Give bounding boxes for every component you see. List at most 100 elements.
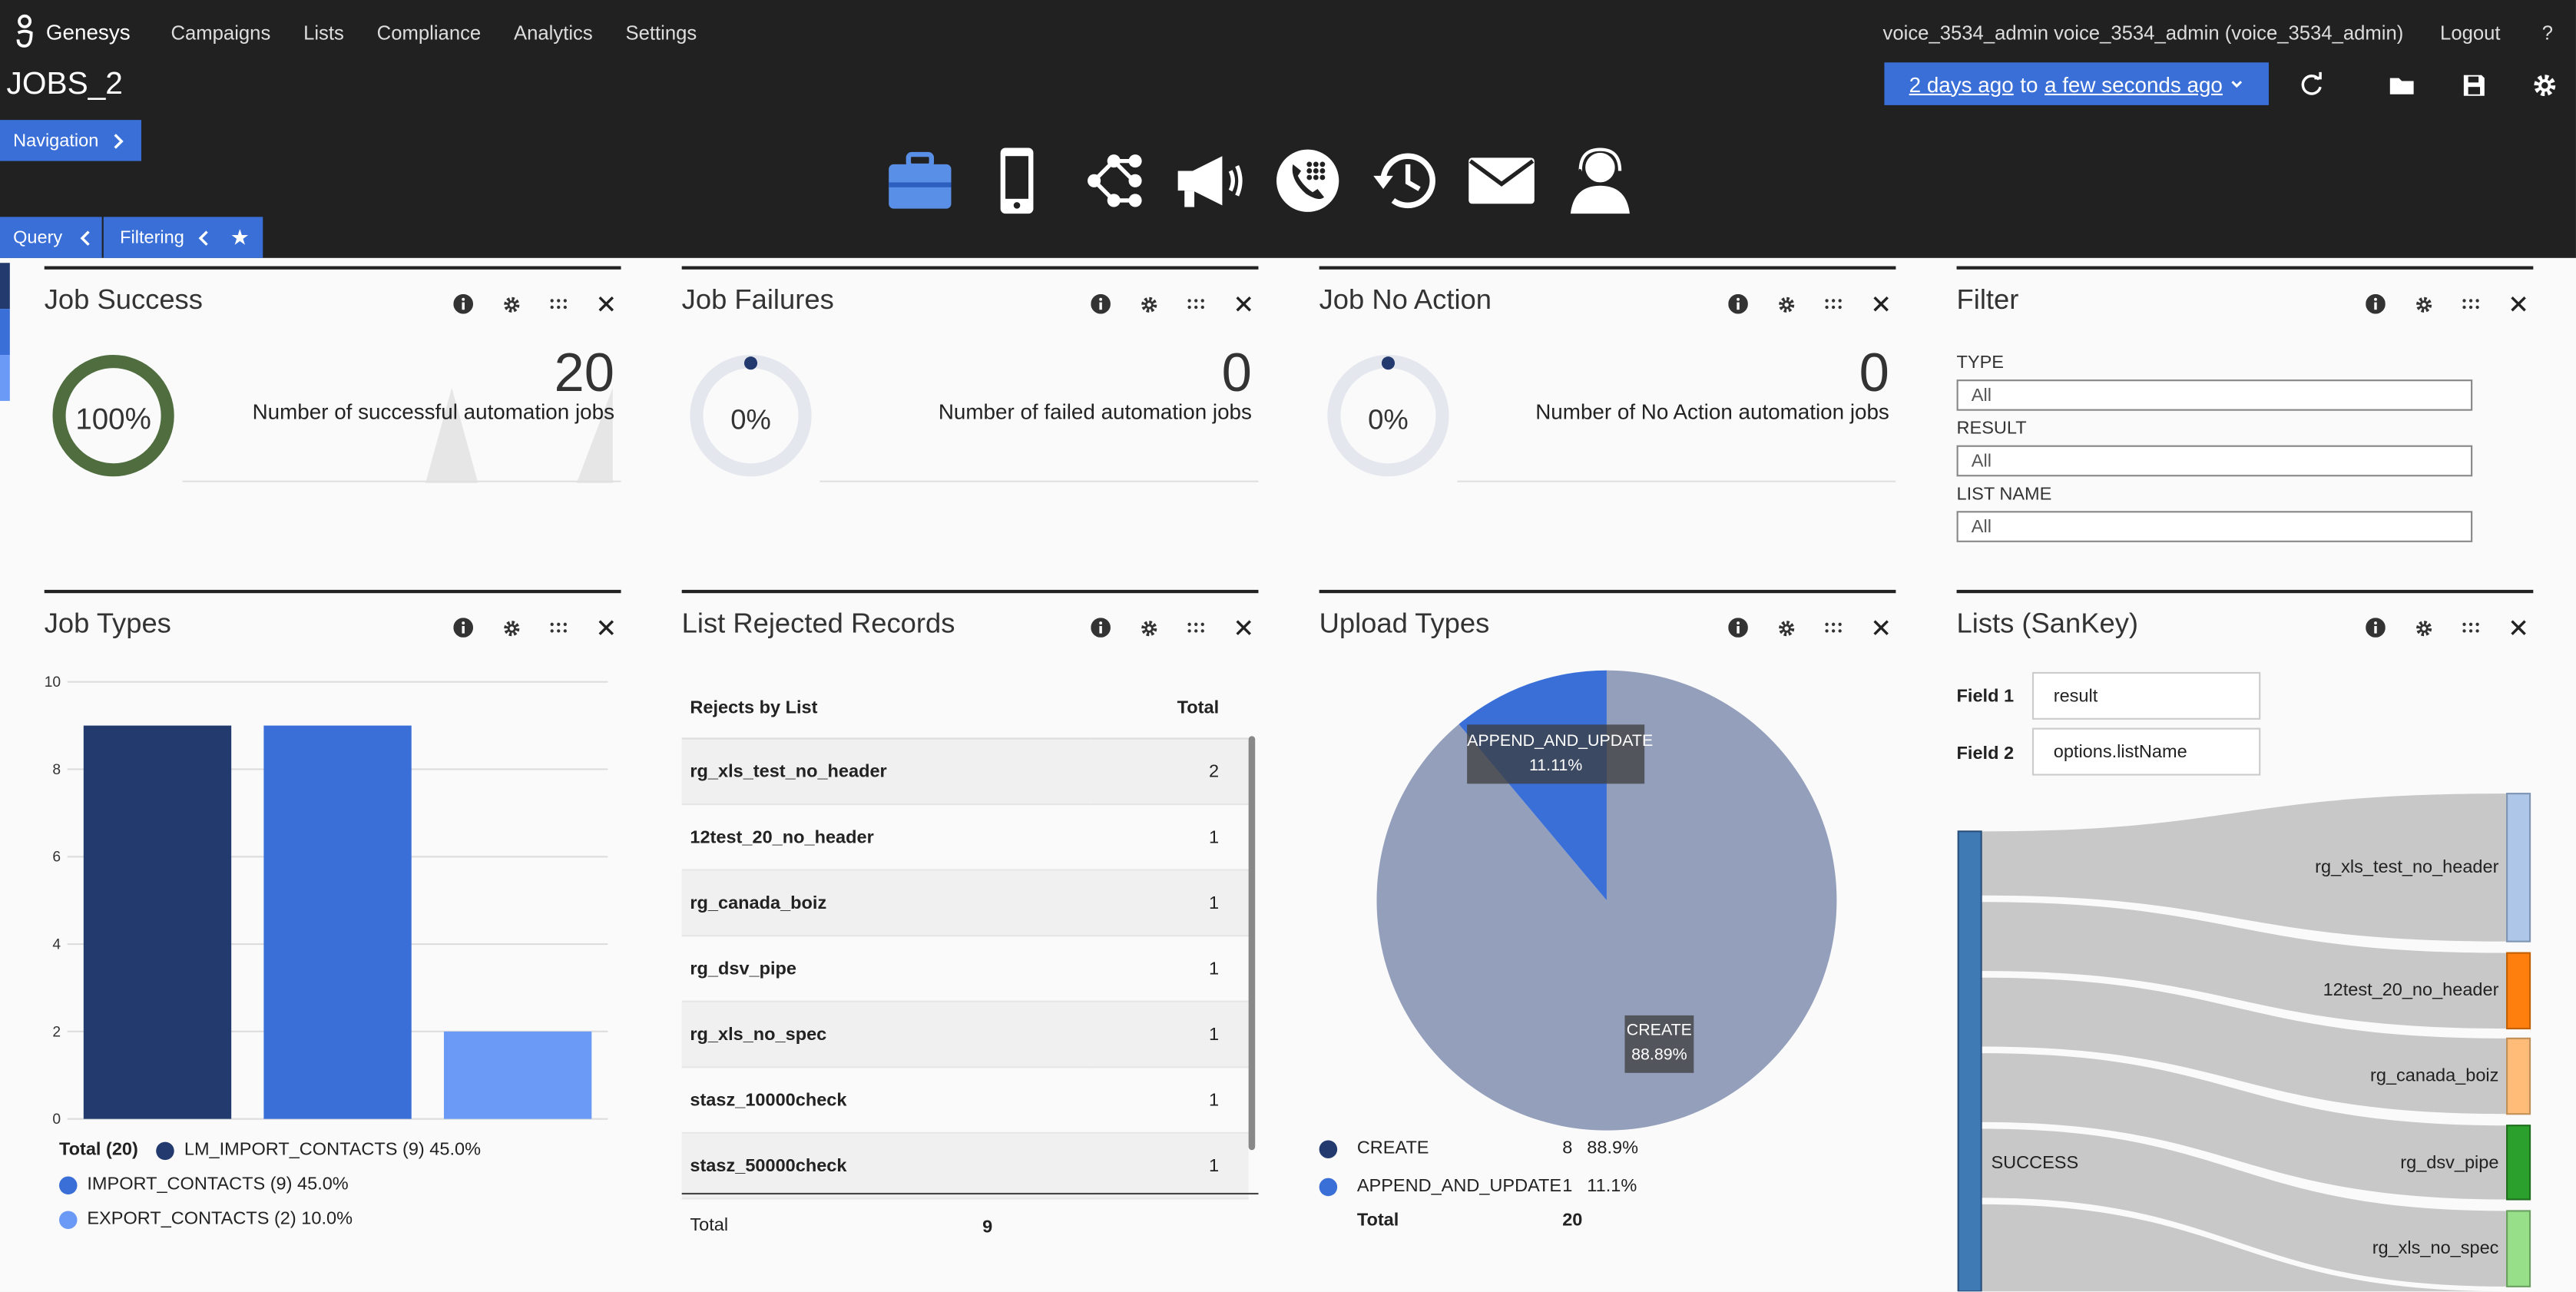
sankey-node[interactable] — [2506, 1210, 2531, 1287]
close-icon[interactable] — [1866, 613, 1896, 643]
close-icon[interactable] — [591, 613, 621, 643]
sankey-link[interactable] — [1981, 1204, 2508, 1292]
nav-campaigns[interactable]: Campaigns — [171, 21, 271, 45]
network-icon[interactable] — [1076, 144, 1151, 217]
gear-icon[interactable] — [496, 613, 526, 643]
save-icon[interactable] — [2459, 71, 2489, 101]
nav-lists[interactable]: Lists — [303, 21, 344, 45]
field1-label: Field 1 — [1956, 687, 2015, 707]
sankey-link[interactable] — [1981, 1053, 2508, 1200]
table-row[interactable]: rg_xls_no_spec 1 — [681, 1001, 1249, 1068]
drag-handle-icon[interactable] — [1181, 289, 1211, 319]
filter-list-name-select[interactable]: All — [1956, 511, 2473, 542]
info-icon[interactable] — [449, 613, 478, 643]
table-row[interactable]: rg_xls_test_no_header 2 — [681, 738, 1249, 806]
sankey-link[interactable] — [1981, 1128, 2508, 1287]
chevron-left-icon[interactable] — [197, 229, 210, 245]
legend-item[interactable]: APPEND_AND_UPDATE — [1356, 1176, 1562, 1197]
brand-logo[interactable]: Genesys — [13, 13, 131, 49]
agent-icon[interactable] — [1561, 144, 1636, 217]
navigation-button[interactable]: Navigation — [0, 120, 141, 161]
gear-icon[interactable] — [1771, 289, 1801, 319]
filter-result-select[interactable]: All — [1956, 445, 2473, 477]
gear-icon[interactable] — [496, 289, 526, 319]
pie-slice[interactable] — [1376, 670, 1837, 1131]
legend-item[interactable]: LM_IMPORT_CONTACTS (9) 45.0% — [184, 1140, 482, 1161]
filtering-tab[interactable]: Filtering ★ — [103, 217, 263, 258]
briefcase-icon[interactable] — [882, 144, 958, 217]
nav-settings[interactable]: Settings — [625, 21, 697, 45]
close-icon[interactable] — [2504, 613, 2534, 643]
history-icon[interactable] — [1367, 144, 1442, 217]
table-row[interactable]: rg_canada_boiz 1 — [681, 870, 1249, 937]
table-row[interactable]: rg_dsv_pipe 1 — [681, 936, 1249, 1002]
close-icon[interactable] — [1229, 289, 1259, 319]
field1-input[interactable]: result — [2031, 671, 2261, 720]
legend-item[interactable]: IMPORT_CONTACTS (9) 45.0% — [87, 1174, 349, 1195]
drag-handle-icon[interactable] — [1181, 613, 1211, 643]
info-icon[interactable] — [1086, 289, 1116, 319]
gear-icon[interactable] — [2409, 613, 2439, 643]
refresh-icon[interactable] — [2296, 71, 2326, 101]
date-range-picker[interactable]: 2 days ago to a few seconds ago — [1884, 62, 2269, 105]
gear-icon[interactable] — [1134, 289, 1164, 319]
sankey-link[interactable] — [1981, 793, 2508, 942]
mobile-phone-icon[interactable] — [979, 144, 1055, 217]
nav-compliance[interactable]: Compliance — [376, 21, 482, 45]
info-icon[interactable] — [1723, 613, 1753, 643]
sankey-link[interactable] — [1981, 902, 2508, 1029]
bar[interactable] — [83, 725, 232, 1119]
gear-icon[interactable] — [2409, 289, 2439, 319]
query-tab[interactable]: Query — [0, 217, 102, 258]
dialpad-phone-icon[interactable] — [1270, 144, 1345, 217]
table-row[interactable]: stasz_10000check 1 — [681, 1067, 1249, 1134]
close-icon[interactable] — [591, 289, 621, 319]
sankey-node[interactable] — [2506, 1125, 2531, 1201]
gear-icon[interactable] — [1134, 613, 1164, 643]
table-row[interactable]: 12test_20_no_header 1 — [681, 804, 1249, 871]
field2-input[interactable]: options.listName — [2031, 727, 2261, 776]
filter-type-select[interactable]: All — [1956, 379, 2473, 411]
info-icon[interactable] — [2361, 613, 2391, 643]
sankey-node-success[interactable] — [1957, 830, 1982, 1292]
help-link[interactable]: ? — [2541, 21, 2554, 45]
folder-icon[interactable] — [2387, 71, 2417, 101]
info-icon[interactable] — [449, 289, 478, 319]
column-header-list[interactable]: Rejects by List — [681, 678, 1091, 740]
megaphone-icon[interactable] — [1173, 144, 1248, 217]
sankey-link[interactable] — [1981, 977, 2508, 1115]
close-icon[interactable] — [2504, 289, 2534, 319]
nav-analytics[interactable]: Analytics — [514, 21, 593, 45]
column-header-total[interactable]: Total — [1091, 678, 1249, 740]
date-to[interactable]: a few seconds ago — [2045, 71, 2223, 97]
sankey-node[interactable] — [2506, 793, 2531, 942]
info-icon[interactable] — [1086, 613, 1116, 643]
drag-handle-icon[interactable] — [544, 289, 574, 319]
drag-handle-icon[interactable] — [2456, 613, 2486, 643]
close-icon[interactable] — [1229, 613, 1259, 643]
drag-handle-icon[interactable] — [544, 613, 574, 643]
drag-handle-icon[interactable] — [2456, 289, 2486, 319]
bar[interactable] — [263, 725, 412, 1119]
bar[interactable] — [443, 1031, 592, 1119]
legend-item[interactable]: EXPORT_CONTACTS (2) 10.0% — [87, 1209, 353, 1229]
sankey-node[interactable] — [2506, 1037, 2531, 1115]
star-icon[interactable]: ★ — [230, 224, 250, 250]
info-icon[interactable] — [1723, 289, 1753, 319]
legend-item[interactable]: CREATE — [1356, 1138, 1429, 1158]
table-row[interactable]: stasz_50000check 1 — [681, 1132, 1249, 1200]
logout-link[interactable]: Logout — [2440, 21, 2501, 45]
legend-swatch — [59, 1210, 78, 1229]
table-scrollbar[interactable] — [1248, 736, 1256, 1151]
close-icon[interactable] — [1866, 289, 1896, 319]
user-menu[interactable]: voice_3534_admin voice_3534_admin (voice… — [1882, 21, 2404, 45]
info-icon[interactable] — [2361, 289, 2391, 319]
drag-handle-icon[interactable] — [1819, 289, 1849, 319]
settings-gear-icon[interactable] — [2530, 71, 2560, 101]
envelope-icon[interactable] — [1464, 144, 1539, 217]
date-from[interactable]: 2 days ago — [1909, 71, 2014, 97]
drag-handle-icon[interactable] — [1819, 613, 1849, 643]
sankey-node[interactable] — [2506, 952, 2531, 1030]
widget-toolbar — [449, 613, 621, 643]
gear-icon[interactable] — [1771, 613, 1801, 643]
